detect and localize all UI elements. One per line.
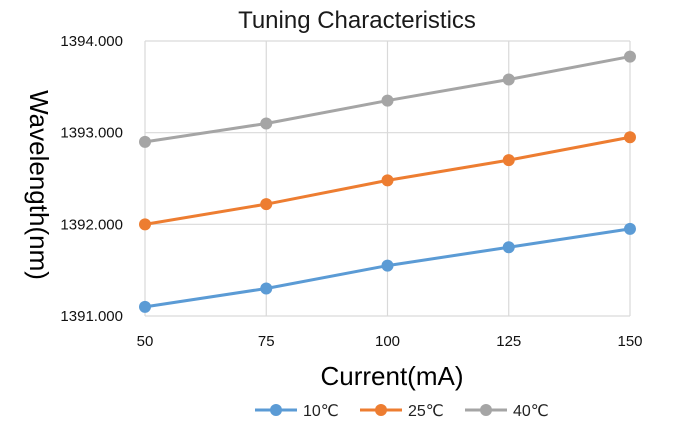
data-point	[139, 300, 151, 313]
data-point	[260, 117, 273, 130]
data-point	[139, 135, 151, 148]
legend-label: 10℃	[303, 403, 339, 420]
x-tick-label: 100	[375, 333, 400, 350]
legend-marker	[480, 404, 492, 416]
legend: 10℃ 25℃ 40℃	[255, 403, 549, 420]
series	[139, 131, 636, 231]
y-tick-label: 1391.000	[60, 308, 123, 325]
data-point	[624, 50, 636, 63]
x-tick-label: 50	[137, 333, 154, 350]
data-point	[139, 218, 151, 231]
legend-item: 25℃	[360, 403, 444, 420]
y-tick-label: 1392.000	[60, 216, 123, 233]
series-group	[139, 50, 636, 313]
series	[139, 50, 636, 148]
x-tick-label: 125	[496, 333, 521, 350]
data-point	[381, 174, 394, 187]
series	[139, 222, 636, 313]
legend-item: 10℃	[255, 403, 339, 420]
x-axis-title: Current(mA)	[320, 361, 463, 391]
y-axis-title: Wavelength(nm)	[24, 90, 54, 280]
legend-item: 40℃	[465, 403, 549, 420]
data-point	[502, 73, 515, 86]
data-point	[624, 222, 636, 235]
x-axis-ticks: 50 75 100 125 150	[137, 333, 643, 350]
data-point	[502, 241, 515, 254]
y-axis-ticks: 1391.000 1392.000 1393.000 1394.000	[60, 33, 123, 325]
x-tick-label: 150	[617, 333, 642, 350]
legend-label: 25℃	[408, 403, 444, 420]
chart-title: Tuning Characteristics	[238, 7, 476, 34]
legend-marker	[270, 404, 282, 416]
legend-marker	[375, 404, 387, 416]
data-point	[381, 94, 394, 107]
data-point	[624, 131, 636, 144]
y-tick-label: 1393.000	[60, 125, 123, 142]
y-tick-label: 1394.000	[60, 33, 123, 50]
data-point	[502, 154, 515, 167]
x-tick-label: 75	[258, 333, 275, 350]
data-point	[381, 259, 394, 272]
legend-label: 40℃	[513, 403, 549, 420]
data-point	[260, 198, 273, 211]
grid	[144, 40, 631, 317]
data-point	[260, 282, 273, 295]
